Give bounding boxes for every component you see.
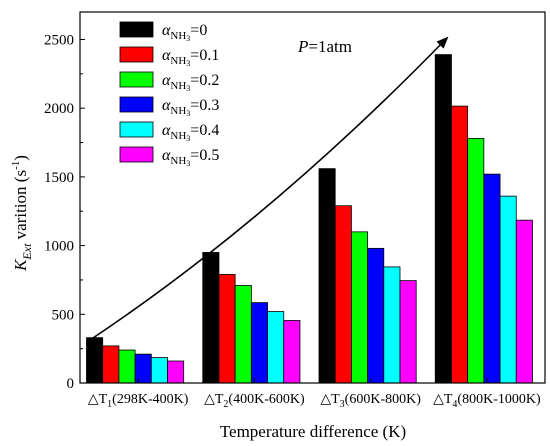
bar-3-series-6 — [399, 280, 417, 384]
axes-layer: 0 500 1000 1500 2000 2500 △T1(298K-400K) △T2(40… — [44, 11, 546, 410]
x-tick-label: △T1(298K-400K) — [88, 392, 189, 410]
legend-label: αNH3=0 — [162, 22, 207, 43]
y-tick-label: 500 — [52, 307, 75, 323]
y-tick-label: 2500 — [44, 32, 74, 48]
bar-3-series-2 — [334, 205, 352, 384]
y-tick-label: 1500 — [44, 170, 74, 186]
legend-label: αNH3=0.5 — [162, 147, 219, 168]
bar-1-series-6 — [167, 360, 185, 384]
bar-1-series-2 — [102, 345, 120, 384]
legend-label: αNH3=0.1 — [162, 47, 219, 68]
bar-1-series-3 — [118, 349, 136, 384]
legend-label: αNH3=0.4 — [162, 122, 219, 143]
plot-frame — [79, 11, 546, 384]
x-tick-label: △T4(800K-1000K) — [433, 392, 541, 410]
y-tick-label: 2000 — [44, 101, 74, 117]
bar-2-series-1 — [202, 252, 220, 384]
annotation: P=1atm — [89, 36, 449, 341]
legend: αNH3=0 αNH3=0.1 αNH3=0.2 αNH3=0.3 αNH3=0.4 αN… — [119, 21, 219, 168]
bar-4-series-1 — [434, 54, 452, 384]
legend-label: αNH3=0.2 — [162, 72, 219, 93]
bar-4-series-6 — [515, 219, 533, 384]
bar-2-series-5 — [267, 311, 285, 384]
bar-3-series-3 — [350, 231, 368, 384]
legend-swatch — [119, 146, 154, 163]
bar-3-series-5 — [383, 266, 401, 384]
bar-4-series-3 — [467, 138, 485, 384]
bar-3-series-4 — [367, 247, 385, 384]
legend-swatch — [119, 46, 154, 63]
bar-4-series-2 — [451, 105, 469, 384]
bar-1-series-1 — [86, 337, 104, 384]
bar-4-series-5 — [499, 195, 517, 384]
bar-2-series-6 — [283, 320, 301, 384]
x-axis-label: Temperature difference (K) — [220, 422, 406, 441]
x-tick-label: △T3(600K-800K) — [320, 392, 421, 410]
legend-label: αNH3=0.3 — [162, 97, 219, 118]
bars-layer — [86, 54, 533, 384]
y-axis-label: KExt varition (s-1) — [10, 155, 34, 272]
y-tick-label: 0 — [67, 376, 75, 392]
bar-3-series-1 — [318, 168, 336, 384]
bar-1-series-5 — [150, 357, 168, 384]
bar-1-series-4 — [134, 353, 152, 384]
legend-swatch — [119, 96, 154, 113]
legend-swatch — [119, 121, 154, 138]
x-tick-label: △T2(400K-600K) — [204, 392, 305, 410]
bar-2-series-3 — [234, 285, 252, 384]
y-tick-label: 1000 — [44, 239, 74, 255]
trend-arrow — [89, 36, 449, 341]
legend-swatch — [119, 71, 154, 88]
legend-swatch — [119, 21, 154, 38]
pressure-annotation: P=1atm — [297, 37, 352, 56]
bar-4-series-4 — [483, 173, 501, 384]
bar-2-series-2 — [218, 274, 236, 384]
bar-2-series-4 — [250, 302, 268, 384]
